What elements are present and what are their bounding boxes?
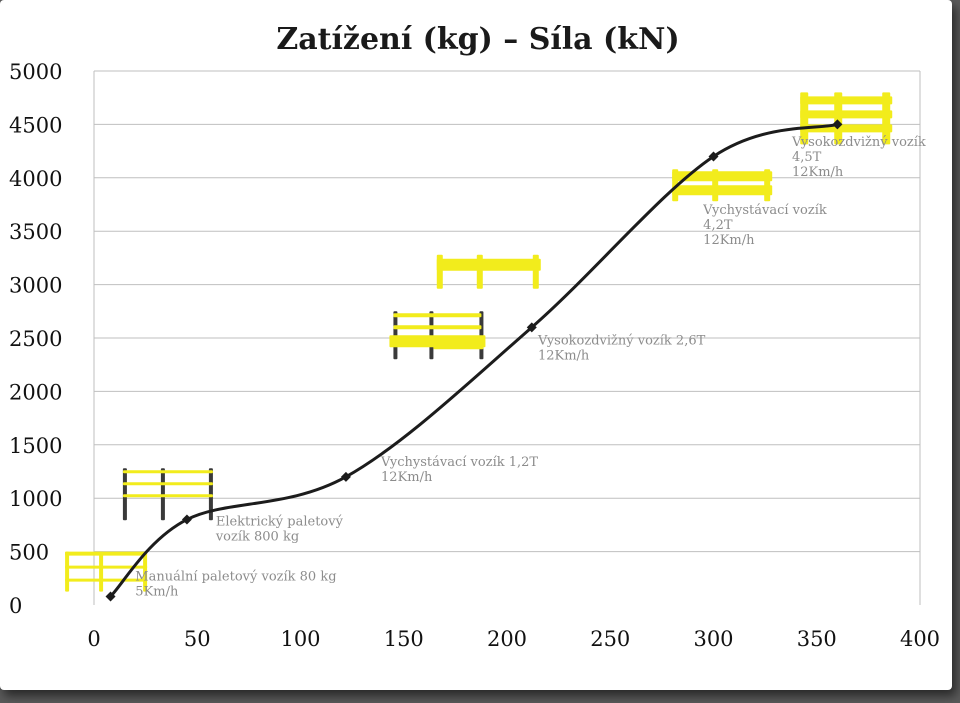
annotation-label: Manuální paletový vozík 80 kg 5Km/h	[135, 569, 336, 599]
data-point	[832, 119, 843, 130]
barrier-icon-long-guard	[672, 169, 773, 202]
annotation-line: Vysokozdvižný vozík 2,6T	[537, 333, 706, 348]
x-tick-label: 100	[280, 627, 320, 651]
annotation-line: vozík 800 kg	[215, 529, 299, 544]
annotation-line: Vychystávací vozík	[702, 203, 827, 218]
annotation-line: 12Km/h	[792, 165, 844, 180]
annotation-line: 4,2T	[703, 218, 733, 233]
barrier-part	[393, 313, 482, 318]
barrier-icon-handrail-dark-posts	[122, 468, 213, 521]
y-tick-label: 1500	[9, 434, 62, 458]
annotation-line: Vychystávací vozík 1,2T	[380, 455, 538, 470]
barrier-part	[65, 578, 148, 582]
y-tick-label: 4500	[9, 113, 62, 137]
annotation-line: Manuální paletový vozík 80 kg	[135, 569, 336, 584]
y-tick-label: 5000	[9, 60, 62, 84]
barrier-part	[65, 551, 70, 592]
y-tick-label: 2000	[9, 380, 62, 404]
data-point	[181, 514, 192, 525]
barrier-icon-handrail-yellow	[65, 551, 148, 592]
y-tick-label: 0	[9, 594, 22, 618]
barrier-part	[393, 325, 482, 330]
barrier-icon-triple-rail	[800, 92, 893, 145]
y-tick-label: 3500	[9, 220, 62, 244]
x-tick-label: 150	[384, 627, 424, 651]
y-tick-label: 4000	[9, 167, 62, 191]
barrier-part	[122, 494, 213, 498]
y-tick-label: 1000	[9, 487, 62, 511]
annotation-label: Elektrický paletový vozík 800 kg	[215, 514, 344, 544]
x-tick-label: 400	[900, 627, 940, 651]
barrier-part	[672, 185, 773, 196]
barrier-part	[65, 551, 148, 556]
x-tick-label: 250	[590, 627, 630, 651]
data-point	[708, 151, 719, 162]
barrier-part	[800, 110, 893, 119]
data-point	[340, 471, 351, 482]
data-point	[105, 591, 116, 602]
y-axis-ticks: 0 500 1000 1500 2000 2500 3000 3500 4000 4500 5000	[9, 60, 62, 618]
x-tick-label: 0	[87, 627, 100, 651]
barrier-part	[122, 470, 213, 474]
annotation-line: 12Km/h	[538, 348, 590, 363]
chart-title: Zatížení (kg) – Síla (kN)	[276, 22, 679, 57]
annotation-label: Vysokozdvižný vozík 4,5T 12Km/h	[791, 135, 926, 180]
y-tick-label: 3000	[9, 274, 62, 298]
barrier-part	[672, 171, 773, 182]
annotation-line: 12Km/h	[703, 233, 755, 248]
annotation-label: Vychystávací vozík 4,2T 12Km/h	[702, 203, 827, 248]
data-point	[526, 322, 537, 333]
annotation-line: 12Km/h	[381, 470, 433, 485]
barrier-part	[800, 96, 893, 105]
grid-lines	[93, 70, 921, 605]
series-group	[105, 119, 843, 602]
x-tick-label: 350	[797, 627, 837, 651]
barrier-icon-single-guard	[436, 254, 541, 289]
barrier-icons	[65, 92, 893, 592]
y-tick-label: 2500	[9, 327, 62, 351]
x-tick-label: 300	[693, 627, 733, 651]
barrier-part	[99, 551, 104, 592]
annotation-label: Vychystávací vozík 1,2T 12Km/h	[380, 455, 538, 485]
barrier-part	[433, 341, 484, 350]
annotation-label: Vysokozdvižný vozík 2,6T 12Km/h	[537, 333, 706, 363]
y-tick-label: 500	[9, 541, 49, 565]
barrier-icon-rack-guard-dark-posts	[389, 311, 486, 360]
annotation-line: Elektrický paletový	[216, 514, 344, 529]
annotation-line: 4,5T	[792, 150, 822, 165]
annotations: Manuální paletový vozík 80 kg 5Km/h Elektr…	[135, 135, 926, 600]
annotation-line: Vysokozdvižný vozík	[791, 135, 926, 150]
barrier-part	[65, 565, 148, 569]
annotation-line: 5Km/h	[135, 584, 179, 599]
x-tick-label: 200	[487, 627, 527, 651]
barrier-part	[122, 482, 213, 486]
x-axis-ticks: 0 50 100 150 200 250 300 350 400	[87, 627, 940, 651]
barrier-part	[436, 258, 541, 271]
x-tick-label: 50	[184, 627, 211, 651]
